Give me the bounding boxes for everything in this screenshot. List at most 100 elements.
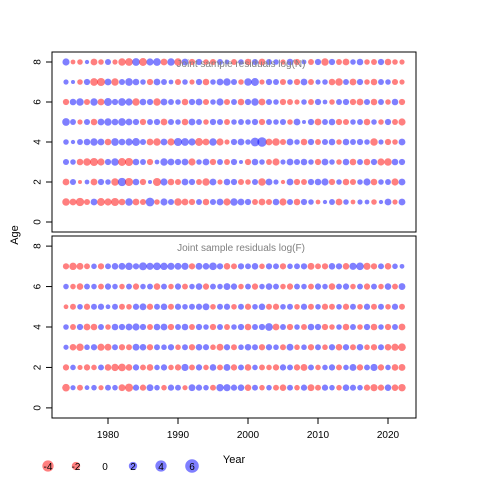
residual-bubble — [216, 98, 224, 106]
residual-bubble — [98, 324, 104, 330]
residual-bubble — [349, 262, 357, 270]
residual-bubble — [203, 59, 209, 65]
residual-bubble — [244, 58, 252, 66]
residual-bubble — [336, 179, 342, 185]
residual-bubble — [377, 364, 385, 371]
residual-bubble — [203, 384, 209, 391]
residual-bubble — [370, 363, 378, 372]
residual-bubble — [152, 177, 162, 187]
residual-bubble — [259, 159, 265, 165]
residual-bubble — [279, 98, 287, 106]
residual-bubble — [84, 344, 90, 351]
residual-bubble — [343, 79, 349, 85]
residual-bubble — [104, 283, 112, 290]
residual-bubble — [188, 138, 196, 146]
residual-bubble — [231, 119, 237, 125]
residual-bubble — [329, 99, 335, 105]
residual-bubble — [300, 158, 308, 166]
residual-bubble — [286, 343, 294, 351]
residual-bubble — [154, 344, 160, 351]
residual-bubble — [223, 78, 231, 86]
residual-bubble — [280, 159, 286, 165]
residual-bubble — [308, 159, 314, 165]
residual-bubble — [153, 323, 161, 331]
residual-bubble — [160, 364, 168, 371]
residual-bubble — [356, 58, 364, 66]
residual-bubble — [356, 98, 364, 106]
residual-bubble — [147, 119, 153, 125]
residual-bubble — [300, 138, 308, 146]
residual-bubble — [301, 324, 307, 330]
residual-bubble — [322, 99, 328, 105]
residual-bubble — [287, 263, 293, 270]
residual-bubble — [342, 118, 350, 126]
residual-bubble — [293, 158, 301, 166]
residual-bubble — [90, 198, 98, 206]
residual-bubble — [181, 98, 189, 106]
residual-bubble — [350, 119, 356, 125]
residual-bubble — [385, 99, 391, 105]
residual-bubble — [188, 384, 196, 392]
residual-bubble — [90, 58, 98, 66]
residual-bubble — [293, 78, 301, 86]
residual-bubble — [161, 283, 167, 290]
residual-bubble — [230, 178, 238, 186]
residual-bubble — [146, 262, 154, 270]
residual-bubble — [294, 139, 300, 145]
residual-bubble — [188, 98, 196, 106]
residual-bubble — [342, 263, 350, 270]
residual-bubble — [252, 364, 258, 371]
residual-bubble — [111, 98, 119, 106]
residual-bubble — [174, 178, 182, 186]
residual-bubble — [209, 58, 217, 66]
residual-bubble — [139, 118, 147, 126]
residual-bubble — [161, 384, 167, 391]
residual-bubble — [111, 78, 119, 86]
residual-bubble — [209, 262, 217, 271]
residual-bubble — [272, 198, 280, 206]
residual-bubble — [139, 262, 147, 271]
residual-bubble — [237, 98, 245, 106]
residual-bubble — [265, 138, 273, 146]
residual-bubble — [146, 364, 154, 371]
residual-bubble — [287, 384, 293, 391]
residual-bubble — [132, 364, 140, 371]
residual-bubble — [238, 79, 244, 85]
residual-bubble — [398, 364, 406, 371]
residual-bubble — [118, 138, 126, 146]
residual-bubble — [363, 98, 371, 106]
residual-bubble — [210, 303, 216, 310]
residual-bubble — [301, 119, 307, 125]
residual-bubble — [307, 344, 315, 351]
residual-bubble — [146, 158, 154, 166]
residual-bubble — [195, 262, 203, 270]
residual-bubble — [252, 324, 258, 330]
residual-bubble — [63, 139, 69, 145]
residual-bubble — [300, 78, 308, 86]
residual-bubble — [378, 139, 384, 145]
residual-bubble — [259, 283, 265, 290]
residual-bubble — [167, 384, 175, 391]
residual-bubble — [154, 159, 160, 165]
residual-bubble — [301, 179, 307, 185]
residual-bubble — [371, 283, 377, 290]
residual-bubble — [307, 178, 315, 186]
residual-bubble — [384, 323, 392, 331]
residual-bubble — [322, 79, 328, 85]
residual-bubble — [175, 344, 181, 351]
residual-bubble — [216, 263, 224, 270]
residual-bubble — [167, 58, 175, 66]
residual-bubble — [118, 118, 126, 126]
residual-bubble — [202, 178, 210, 186]
residual-bubble — [252, 199, 258, 205]
residual-bubble — [70, 324, 76, 330]
residual-bubble — [378, 324, 384, 330]
residual-bubble — [224, 119, 230, 125]
residual-bubble — [336, 303, 342, 310]
residual-bubble — [97, 263, 105, 270]
residual-bubble — [336, 139, 342, 145]
residual-bubble — [356, 364, 364, 371]
residual-bubble — [280, 344, 286, 351]
residual-bubble — [350, 303, 356, 310]
residual-bubble — [139, 384, 147, 391]
